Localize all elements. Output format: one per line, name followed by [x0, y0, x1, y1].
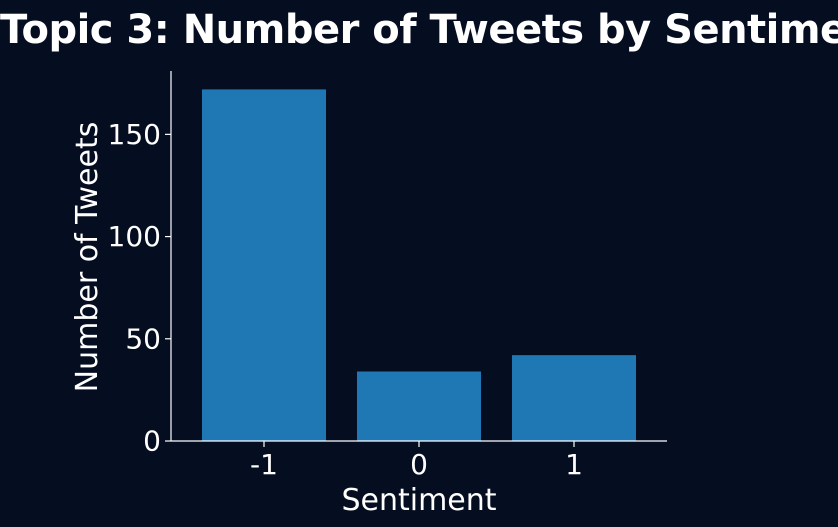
- x-axis-label: Sentiment: [341, 483, 496, 518]
- bars-layer: [202, 89, 636, 441]
- x-tick-label: -1: [250, 448, 278, 481]
- bar-0: [357, 371, 481, 441]
- y-tick-label: 50: [125, 322, 161, 355]
- bar--1: [202, 89, 326, 441]
- y-tick-label: 150: [108, 118, 161, 151]
- y-tick-label: 100: [108, 220, 161, 253]
- y-ticks: 0 50 100 150: [108, 118, 171, 458]
- x-tick-label: 0: [410, 448, 428, 481]
- x-ticks: -1 0 1: [250, 441, 583, 481]
- y-axis-label: Number of Tweets: [70, 122, 105, 393]
- bar-1: [512, 355, 636, 441]
- y-tick-label: 0: [143, 425, 161, 458]
- x-tick-label: 1: [565, 448, 583, 481]
- chart-title: Topic 3: Number of Tweets by Sentiment: [0, 7, 838, 53]
